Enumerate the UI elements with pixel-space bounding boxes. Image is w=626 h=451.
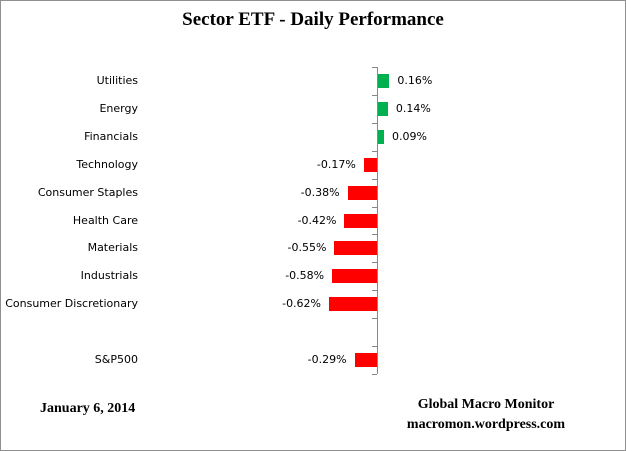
bar bbox=[329, 297, 377, 312]
bar bbox=[332, 269, 377, 284]
category-label: Energy bbox=[99, 101, 138, 115]
axis-tick bbox=[372, 67, 377, 68]
bar bbox=[334, 241, 377, 256]
axis-tick bbox=[372, 122, 377, 124]
value-label: -0.38% bbox=[300, 185, 340, 199]
value-label: -0.55% bbox=[287, 241, 327, 255]
category-label: Consumer Discretionary bbox=[5, 297, 138, 311]
bar bbox=[354, 353, 377, 368]
bar bbox=[347, 185, 377, 200]
value-label: -0.62% bbox=[282, 297, 322, 311]
axis-tick bbox=[372, 374, 377, 375]
axis-tick bbox=[372, 234, 377, 236]
value-label: -0.29% bbox=[307, 353, 347, 367]
value-label: 0.14% bbox=[395, 101, 431, 115]
category-axis-line bbox=[377, 67, 378, 374]
axis-tick bbox=[372, 150, 377, 152]
category-label: Health Care bbox=[72, 213, 138, 227]
bar bbox=[377, 101, 388, 116]
chart-title: Sector ETF - Daily Performance bbox=[182, 9, 444, 30]
axis-tick bbox=[372, 290, 377, 292]
axis-tick bbox=[372, 346, 377, 348]
attribution-url: macromon.wordpress.com bbox=[406, 417, 566, 432]
bar bbox=[363, 157, 377, 172]
axis-tick bbox=[372, 178, 377, 180]
bar bbox=[377, 129, 384, 144]
axis-tick bbox=[372, 206, 377, 208]
category-label: Materials bbox=[87, 241, 138, 255]
bar bbox=[377, 73, 390, 88]
value-label: 0.09% bbox=[391, 129, 427, 143]
attribution: Global Macro Monitor macromon.wordpress.… bbox=[346, 395, 625, 435]
date-label: January 6, 2014 bbox=[40, 401, 136, 416]
value-label: 0.16% bbox=[397, 73, 433, 87]
bar bbox=[344, 213, 377, 228]
value-label: -0.17% bbox=[316, 157, 356, 171]
category-label: Industrials bbox=[80, 269, 138, 283]
category-label: Technology bbox=[76, 157, 138, 171]
axis-tick bbox=[372, 318, 377, 320]
category-label: Financials bbox=[84, 129, 138, 143]
category-label: Consumer Staples bbox=[37, 185, 138, 199]
value-label: -0.58% bbox=[285, 269, 325, 283]
axis-tick bbox=[372, 94, 377, 96]
value-label: -0.42% bbox=[297, 213, 337, 227]
axis-tick bbox=[372, 262, 377, 264]
attribution-name: Global Macro Monitor bbox=[417, 397, 555, 412]
category-label: Utilities bbox=[96, 73, 138, 87]
category-label: S&P500 bbox=[94, 353, 138, 367]
